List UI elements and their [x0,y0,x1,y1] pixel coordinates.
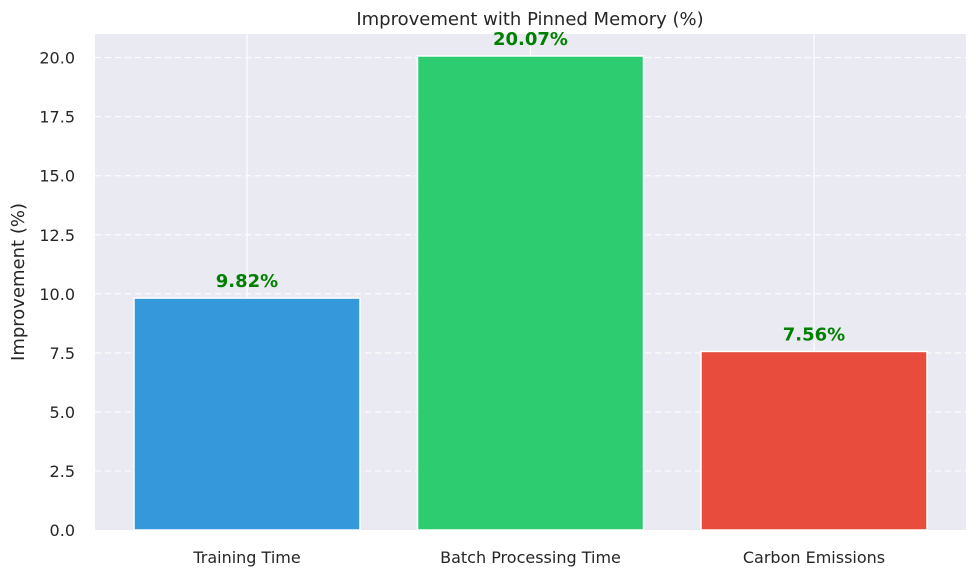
x-tick-label: Batch Processing Time [440,548,621,567]
y-tick-label: 20.0 [39,49,75,68]
y-tick-labels: 0.0 2.5 5.0 7.5 10.0 12.5 15.0 17.5 20.0 [39,49,75,540]
data-labels: 9.82% 20.07% 7.56% [216,29,845,345]
bar [700,350,928,531]
y-axis-label: Improvement (%) [8,203,29,361]
bar [133,297,361,531]
data-label: 7.56% [783,324,845,345]
x-tick-label: Carbon Emissions [743,548,885,567]
x-tick-label: Training Time [192,548,300,567]
y-tick-label: 7.5 [50,344,75,363]
y-tick-label: 5.0 [50,403,75,422]
y-tick-label: 15.0 [39,167,75,186]
y-tick-label: 12.5 [39,226,75,245]
chart-title: Improvement with Pinned Memory (%) [356,9,703,30]
y-tick-label: 2.5 [50,462,75,481]
data-label: 20.07% [493,29,568,50]
x-tick-labels: Training Time Batch Processing Time Carbon… [192,548,885,567]
bar [416,55,645,531]
y-tick-label: 17.5 [39,108,75,127]
bars-group [133,55,928,531]
y-tick-label: 0.0 [50,521,75,540]
y-tick-label: 10.0 [39,285,75,304]
data-label: 9.82% [216,271,278,292]
